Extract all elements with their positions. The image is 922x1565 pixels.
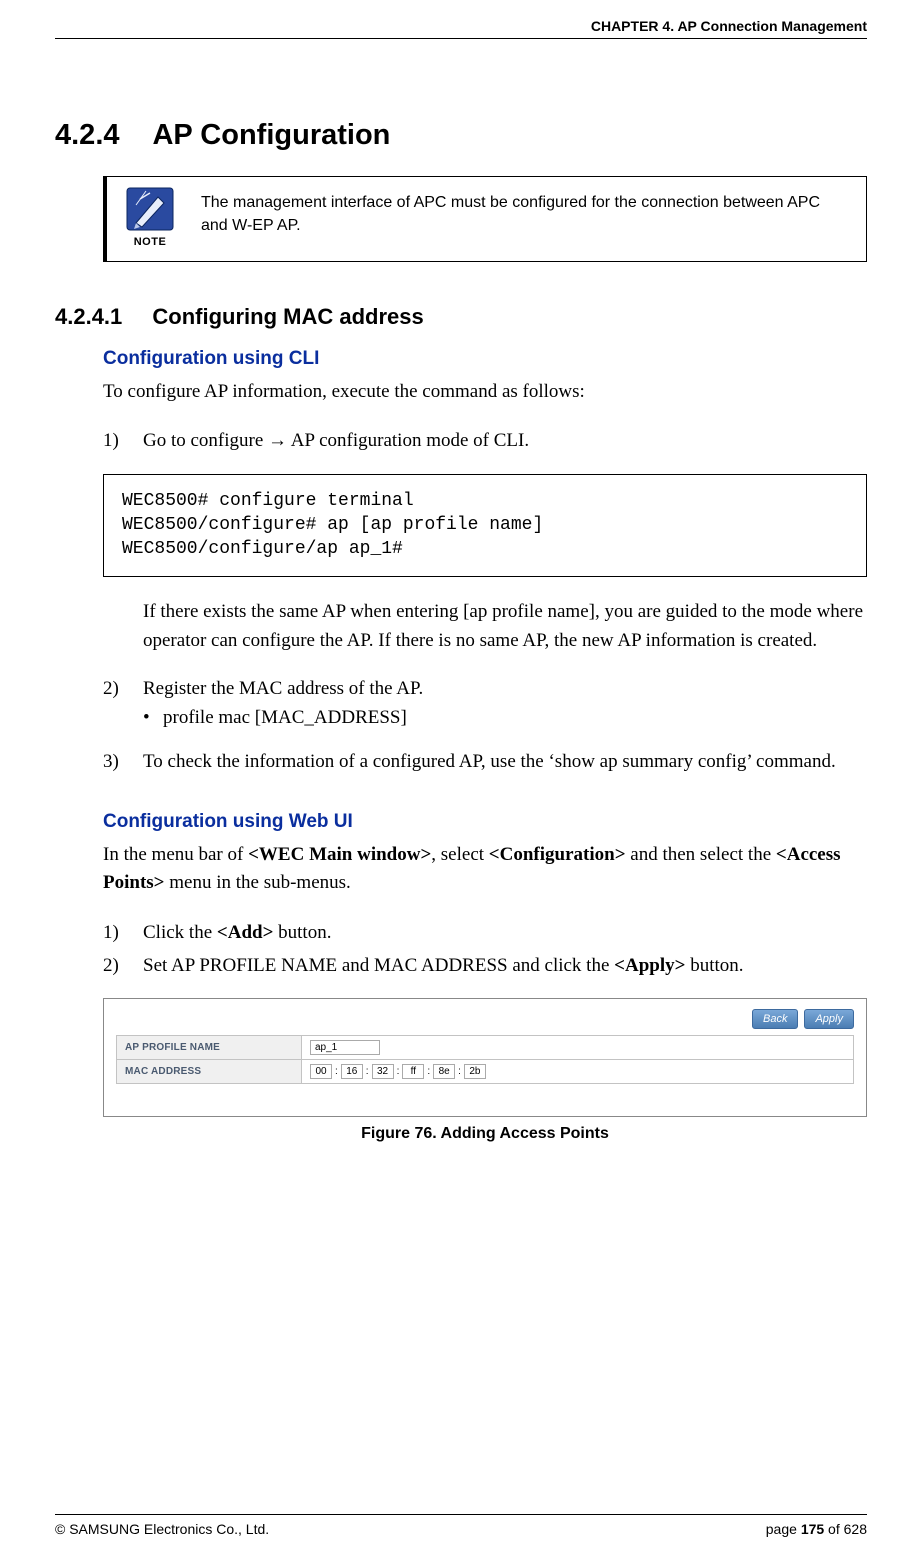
cli-heading: Configuration using CLI bbox=[103, 348, 867, 370]
figure-box: Back Apply AP PROFILE NAME MAC ADDRESS bbox=[103, 998, 867, 1117]
mac-sep: : bbox=[365, 1066, 370, 1077]
ap-profile-name-input[interactable] bbox=[310, 1040, 380, 1055]
step-text: Register the MAC address of the AP. bbox=[143, 674, 867, 703]
back-button[interactable]: Back bbox=[752, 1009, 798, 1029]
table-row: MAC ADDRESS : : : : : bbox=[117, 1060, 854, 1084]
web-step-2: 2) Set AP PROFILE NAME and MAC ADDRESS a… bbox=[103, 951, 867, 980]
text-seg: page bbox=[766, 1521, 801, 1537]
page-total: 628 bbox=[844, 1521, 867, 1537]
step-number: 3) bbox=[103, 747, 143, 776]
mac-sep: : bbox=[396, 1066, 401, 1077]
apply-button[interactable]: Apply bbox=[804, 1009, 854, 1029]
subsection-title: Configuring MAC address bbox=[152, 304, 423, 329]
note-icon-wrap: NOTE bbox=[121, 187, 179, 251]
text-seg: and then select the bbox=[626, 844, 776, 865]
note-icon bbox=[126, 187, 174, 231]
step-text: Click the <Add> button. bbox=[143, 918, 867, 947]
section-title: AP Configuration bbox=[152, 119, 390, 151]
row-value-cell bbox=[302, 1036, 854, 1060]
section-number: 4.2.4 bbox=[55, 119, 120, 151]
mac-sep: : bbox=[426, 1066, 431, 1077]
note-box: NOTE The management interface of APC mus… bbox=[103, 176, 867, 262]
note-text: The management interface of APC must be … bbox=[201, 187, 848, 237]
footer-right: page 175 of 628 bbox=[766, 1521, 867, 1537]
subsection-number: 4.2.4.1 bbox=[55, 304, 122, 329]
mac-sep: : bbox=[457, 1066, 462, 1077]
row-label: MAC ADDRESS bbox=[117, 1060, 302, 1084]
text-seg: Set AP PROFILE NAME and MAC ADDRESS and … bbox=[143, 955, 614, 976]
mac-address-row: : : : : : bbox=[310, 1064, 845, 1079]
step-number: 1) bbox=[103, 918, 143, 947]
step-text: To check the information of a configured… bbox=[143, 747, 867, 776]
step-text: Go to configure → AP configuration mode … bbox=[143, 426, 867, 455]
text-seg: menu in the sub-menus. bbox=[165, 872, 351, 893]
mac-octet-input[interactable] bbox=[310, 1064, 332, 1079]
cli-intro: To configure AP information, execute the… bbox=[103, 378, 867, 407]
footer-left: © SAMSUNG Electronics Co., Ltd. bbox=[55, 1521, 269, 1537]
page-number: 175 bbox=[801, 1521, 824, 1537]
web-intro: In the menu bar of <WEC Main window>, se… bbox=[103, 841, 867, 898]
cli-after-code: If there exists the same AP when enterin… bbox=[143, 597, 867, 656]
figure-table: AP PROFILE NAME MAC ADDRESS : : bbox=[116, 1035, 854, 1084]
emph: <Add> bbox=[217, 922, 274, 943]
bullet-mark: • bbox=[143, 707, 163, 729]
text-seg: button. bbox=[685, 955, 743, 976]
text-seg: Click the bbox=[143, 922, 217, 943]
page-footer: © SAMSUNG Electronics Co., Ltd. page 175… bbox=[55, 1514, 867, 1565]
text-seg: In the menu bar of bbox=[103, 844, 248, 865]
text-seg: button. bbox=[273, 922, 331, 943]
figure-caption: Figure 76. Adding Access Points bbox=[103, 1125, 867, 1143]
web-step-1: 1) Click the <Add> button. bbox=[103, 918, 867, 947]
text-seg: of bbox=[824, 1521, 843, 1537]
step-number: 2) bbox=[103, 674, 143, 703]
bullet-text: profile mac [MAC_ADDRESS] bbox=[163, 707, 407, 729]
mac-octet-input[interactable] bbox=[464, 1064, 486, 1079]
text-seg: , select bbox=[431, 844, 489, 865]
cli-step-1: 1) Go to configure → AP configuration mo… bbox=[103, 426, 867, 455]
web-heading: Configuration using Web UI bbox=[103, 811, 867, 833]
code-block: WEC8500# configure terminal WEC8500/conf… bbox=[103, 474, 867, 577]
step-number: 1) bbox=[103, 426, 143, 455]
note-label: NOTE bbox=[134, 235, 167, 251]
emph: <Configuration> bbox=[489, 844, 626, 865]
mac-octet-input[interactable] bbox=[402, 1064, 424, 1079]
emph: <Apply> bbox=[614, 955, 685, 976]
row-value-cell: : : : : : bbox=[302, 1060, 854, 1084]
subsection-heading: 4.2.4.1 Configuring MAC address bbox=[55, 304, 867, 330]
cli-step-2: 2) Register the MAC address of the AP. bbox=[103, 674, 867, 703]
cli-step-3: 3) To check the information of a configu… bbox=[103, 747, 867, 776]
row-label: AP PROFILE NAME bbox=[117, 1036, 302, 1060]
table-row: AP PROFILE NAME bbox=[117, 1036, 854, 1060]
mac-sep: : bbox=[334, 1066, 339, 1077]
mac-octet-input[interactable] bbox=[433, 1064, 455, 1079]
emph: <WEC Main window> bbox=[248, 844, 431, 865]
section-heading: 4.2.4 AP Configuration bbox=[55, 119, 867, 152]
step-number: 2) bbox=[103, 951, 143, 980]
page-header: CHAPTER 4. AP Connection Management bbox=[55, 0, 867, 39]
mac-octet-input[interactable] bbox=[372, 1064, 394, 1079]
step-text: Set AP PROFILE NAME and MAC ADDRESS and … bbox=[143, 951, 867, 980]
mac-octet-input[interactable] bbox=[341, 1064, 363, 1079]
cli-step-2-bullet: • profile mac [MAC_ADDRESS] bbox=[143, 707, 867, 729]
